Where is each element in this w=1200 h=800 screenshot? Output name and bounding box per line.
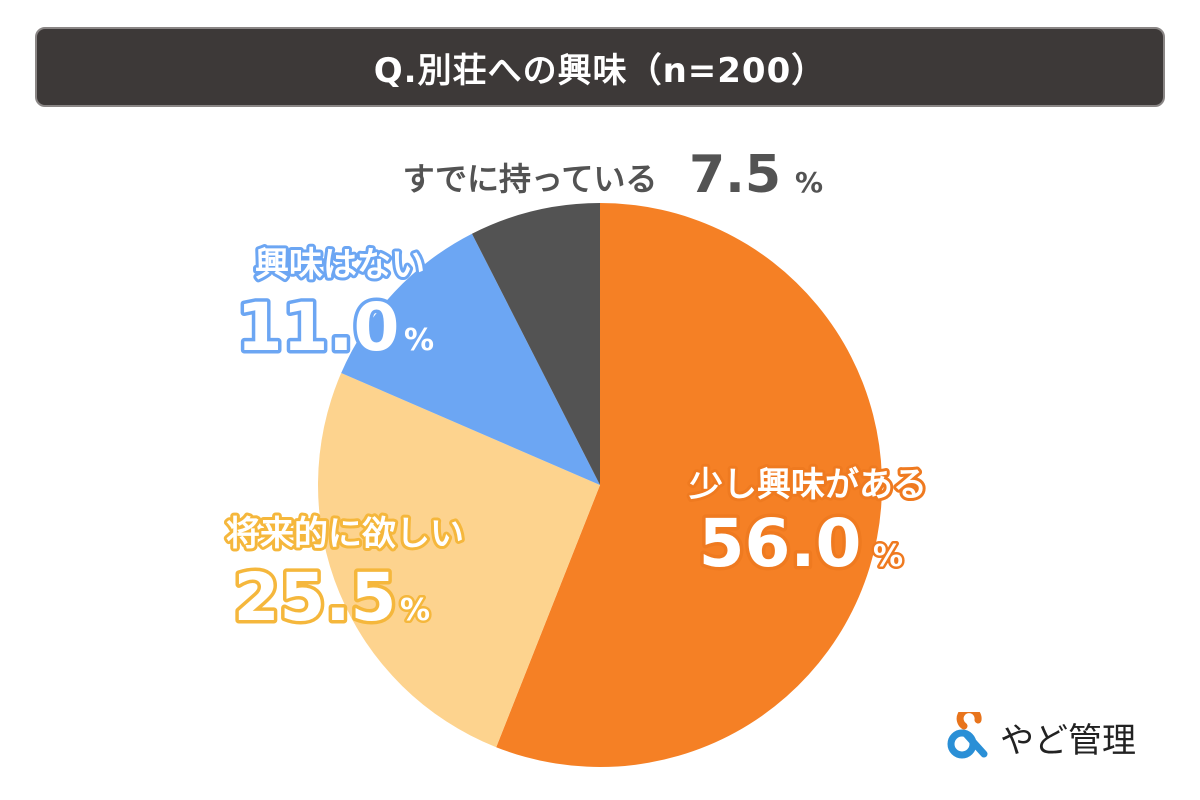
pie-slice-3	[471, 203, 600, 485]
ampersand-logo-icon	[947, 712, 988, 759]
chart-title-bar: Q.別荘への興味（n=200）	[35, 27, 1165, 107]
logo: やど管理	[942, 712, 1136, 762]
chart-title: Q.別荘への興味（n=200）	[373, 50, 827, 91]
pie-slice-2	[341, 233, 600, 485]
slice-label-3: すでに持っている	[403, 160, 658, 198]
slice-value-2: 11.0	[237, 289, 400, 366]
slice-unit-1: %	[400, 593, 430, 628]
pie-slice-0	[496, 203, 882, 768]
pie-slice-1	[318, 373, 600, 748]
slice-unit-2: %	[404, 323, 434, 358]
slice-value-3: 7.5	[689, 145, 781, 205]
slice-value-1: 25.5	[234, 559, 397, 636]
slice-unit-3: %	[795, 166, 823, 199]
slice-label-2: 興味はない	[255, 245, 425, 285]
slice-label-1: 将来的に欲しい	[226, 514, 464, 554]
slice-unit-0: %	[873, 539, 903, 574]
logo-text: やど管理	[1000, 720, 1136, 761]
slice-value-0: 56.0	[699, 505, 862, 582]
slice-label-0: 少し興味がある	[689, 465, 927, 505]
